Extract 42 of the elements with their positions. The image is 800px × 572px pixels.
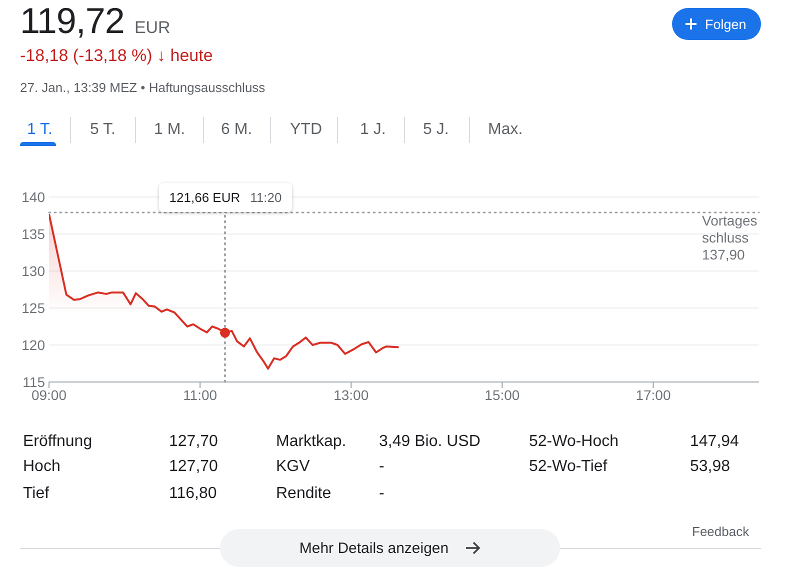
text: 1 J. <box>360 120 386 140</box>
text: Marktkap. <box>276 432 346 452</box>
text: 27. Jan., 13:39 MEZ • Haftungsausschluss <box>20 80 266 96</box>
text: YTD <box>290 120 322 140</box>
text: Tief <box>23 484 50 504</box>
details-button: Mehr Details anzeigen <box>220 529 560 567</box>
text: 3,49 Bio. USD <box>379 432 480 452</box>
text: 6 M. <box>221 120 252 140</box>
chart-subtitle: -18,18 (-13,18 %) ↓ heute <box>20 46 213 66</box>
text: KGV <box>276 457 310 477</box>
text: 52-Wo-Tief <box>529 457 608 477</box>
text: 127,70 <box>169 457 218 477</box>
text: - <box>379 457 384 477</box>
y-tick-label: 135 <box>22 226 46 242</box>
text: 5 J. <box>423 120 449 140</box>
text: 5 T. <box>90 120 116 140</box>
tooltip-box: 121,66 EUR 11:20 <box>158 183 292 212</box>
x-tick-label: 11:00 <box>183 386 218 403</box>
ref-line-label: Vortages schluss 137,90 <box>702 212 758 263</box>
text: - <box>379 484 384 504</box>
annotation: 121,66 EUR 11:20 <box>169 190 282 205</box>
text: 53,98 <box>690 457 730 477</box>
y-tick-label: 140 <box>22 188 46 205</box>
x-tick-label: 15:00 <box>484 386 520 403</box>
text: 52-Wo-Hoch <box>529 432 619 452</box>
text: Hoch <box>23 457 60 477</box>
text: 127,70 <box>169 432 218 452</box>
chart-title: 119,72 EUR <box>20 0 170 41</box>
text: Eröffnung <box>23 432 92 452</box>
y-tick-label: 125 <box>22 300 46 316</box>
follow-button: Folgen <box>672 8 761 40</box>
text: 147,94 <box>690 432 739 452</box>
text: Max. <box>488 120 523 140</box>
x-tick-label: 17:00 <box>636 386 671 403</box>
y-tick-label: 120 <box>22 336 46 353</box>
text: Feedback <box>692 524 750 540</box>
x-tick-label: 13:00 <box>334 386 369 403</box>
text: 116,80 <box>169 484 217 504</box>
text: 1 T. <box>27 120 52 140</box>
text: Rendite <box>276 484 332 504</box>
y-tick-label: 130 <box>22 262 46 279</box>
text: 1 M. <box>154 120 186 140</box>
